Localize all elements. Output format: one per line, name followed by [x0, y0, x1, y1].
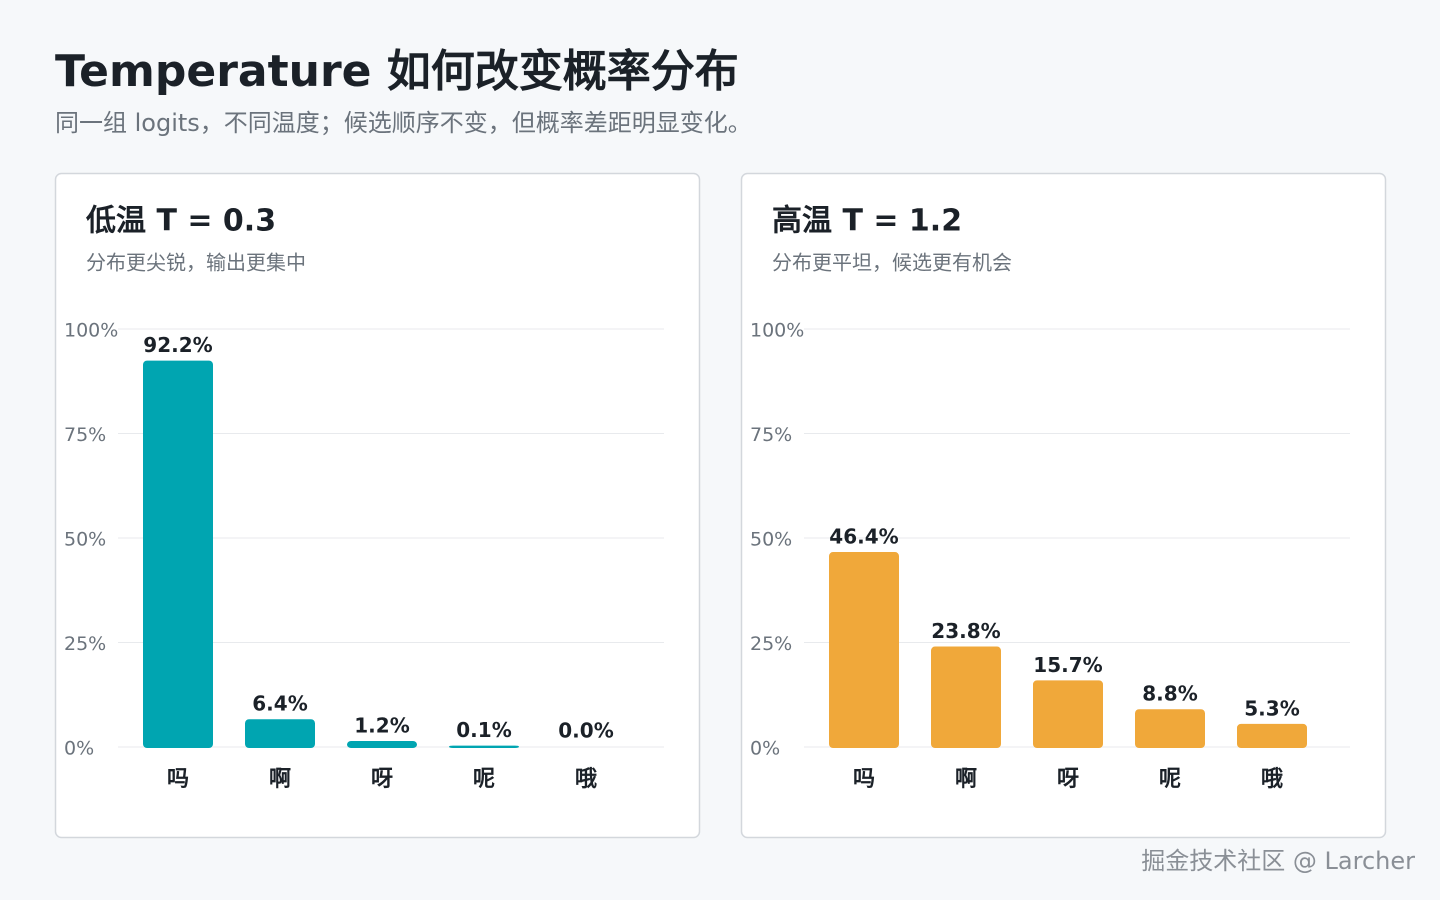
- card-title: 高温 T = 1.2: [772, 204, 962, 239]
- y-tick-label: 100%: [64, 320, 118, 342]
- bar: [245, 719, 315, 748]
- y-tick-label: 0%: [64, 738, 94, 760]
- x-tick-label: 哦: [575, 767, 597, 792]
- y-tick-label: 25%: [64, 633, 106, 655]
- value-label: 5.3%: [1244, 696, 1299, 720]
- y-tick-label: 100%: [750, 320, 804, 342]
- bar: [1033, 680, 1103, 749]
- x-tick-label: 呀: [1057, 767, 1079, 792]
- y-tick-label: 75%: [64, 424, 106, 446]
- y-tick-label: 50%: [64, 529, 106, 551]
- value-label: 1.2%: [354, 713, 409, 737]
- card-subtitle: 分布更平坦，候选更有机会: [772, 251, 1012, 275]
- y-tick-label: 0%: [750, 738, 780, 760]
- bar: [347, 740, 417, 749]
- bar: [931, 646, 1001, 748]
- bar: [143, 360, 213, 748]
- x-tick-label: 吗: [853, 767, 875, 792]
- x-tick-label: 哦: [1261, 767, 1283, 792]
- card-title: 低温 T = 0.3: [85, 204, 276, 239]
- y-tick-label: 25%: [750, 633, 792, 655]
- value-label: 46.4%: [829, 525, 898, 549]
- x-tick-label: 啊: [269, 767, 291, 792]
- value-label: 92.2%: [143, 333, 212, 357]
- value-label: 15.7%: [1033, 653, 1102, 677]
- value-label: 0.0%: [558, 719, 613, 743]
- value-label: 6.4%: [252, 692, 307, 716]
- x-tick-label: 呢: [1159, 767, 1181, 792]
- x-tick-label: 吗: [167, 767, 189, 792]
- y-tick-label: 50%: [750, 529, 792, 551]
- watermark: 掘金技术社区 @ Larcher: [1141, 847, 1415, 875]
- page-subtitle: 同一组 logits，不同温度；候选顺序不变，但概率差距明显变化。: [55, 109, 752, 137]
- card-subtitle: 分布更尖锐，输出更集中: [86, 251, 306, 275]
- x-tick-label: 呢: [473, 767, 495, 792]
- x-tick-label: 啊: [955, 767, 977, 792]
- value-label: 8.8%: [1142, 682, 1197, 706]
- y-tick-label: 75%: [750, 424, 792, 446]
- card: [54, 172, 701, 839]
- bar: [1237, 723, 1307, 749]
- page-title: Temperature 如何改变概率分布: [55, 46, 739, 97]
- bar: [1135, 709, 1205, 749]
- value-label: 23.8%: [931, 619, 1000, 643]
- card: [740, 172, 1387, 839]
- bar: [829, 552, 899, 748]
- x-tick-label: 呀: [371, 767, 393, 792]
- value-label: 0.1%: [456, 718, 511, 742]
